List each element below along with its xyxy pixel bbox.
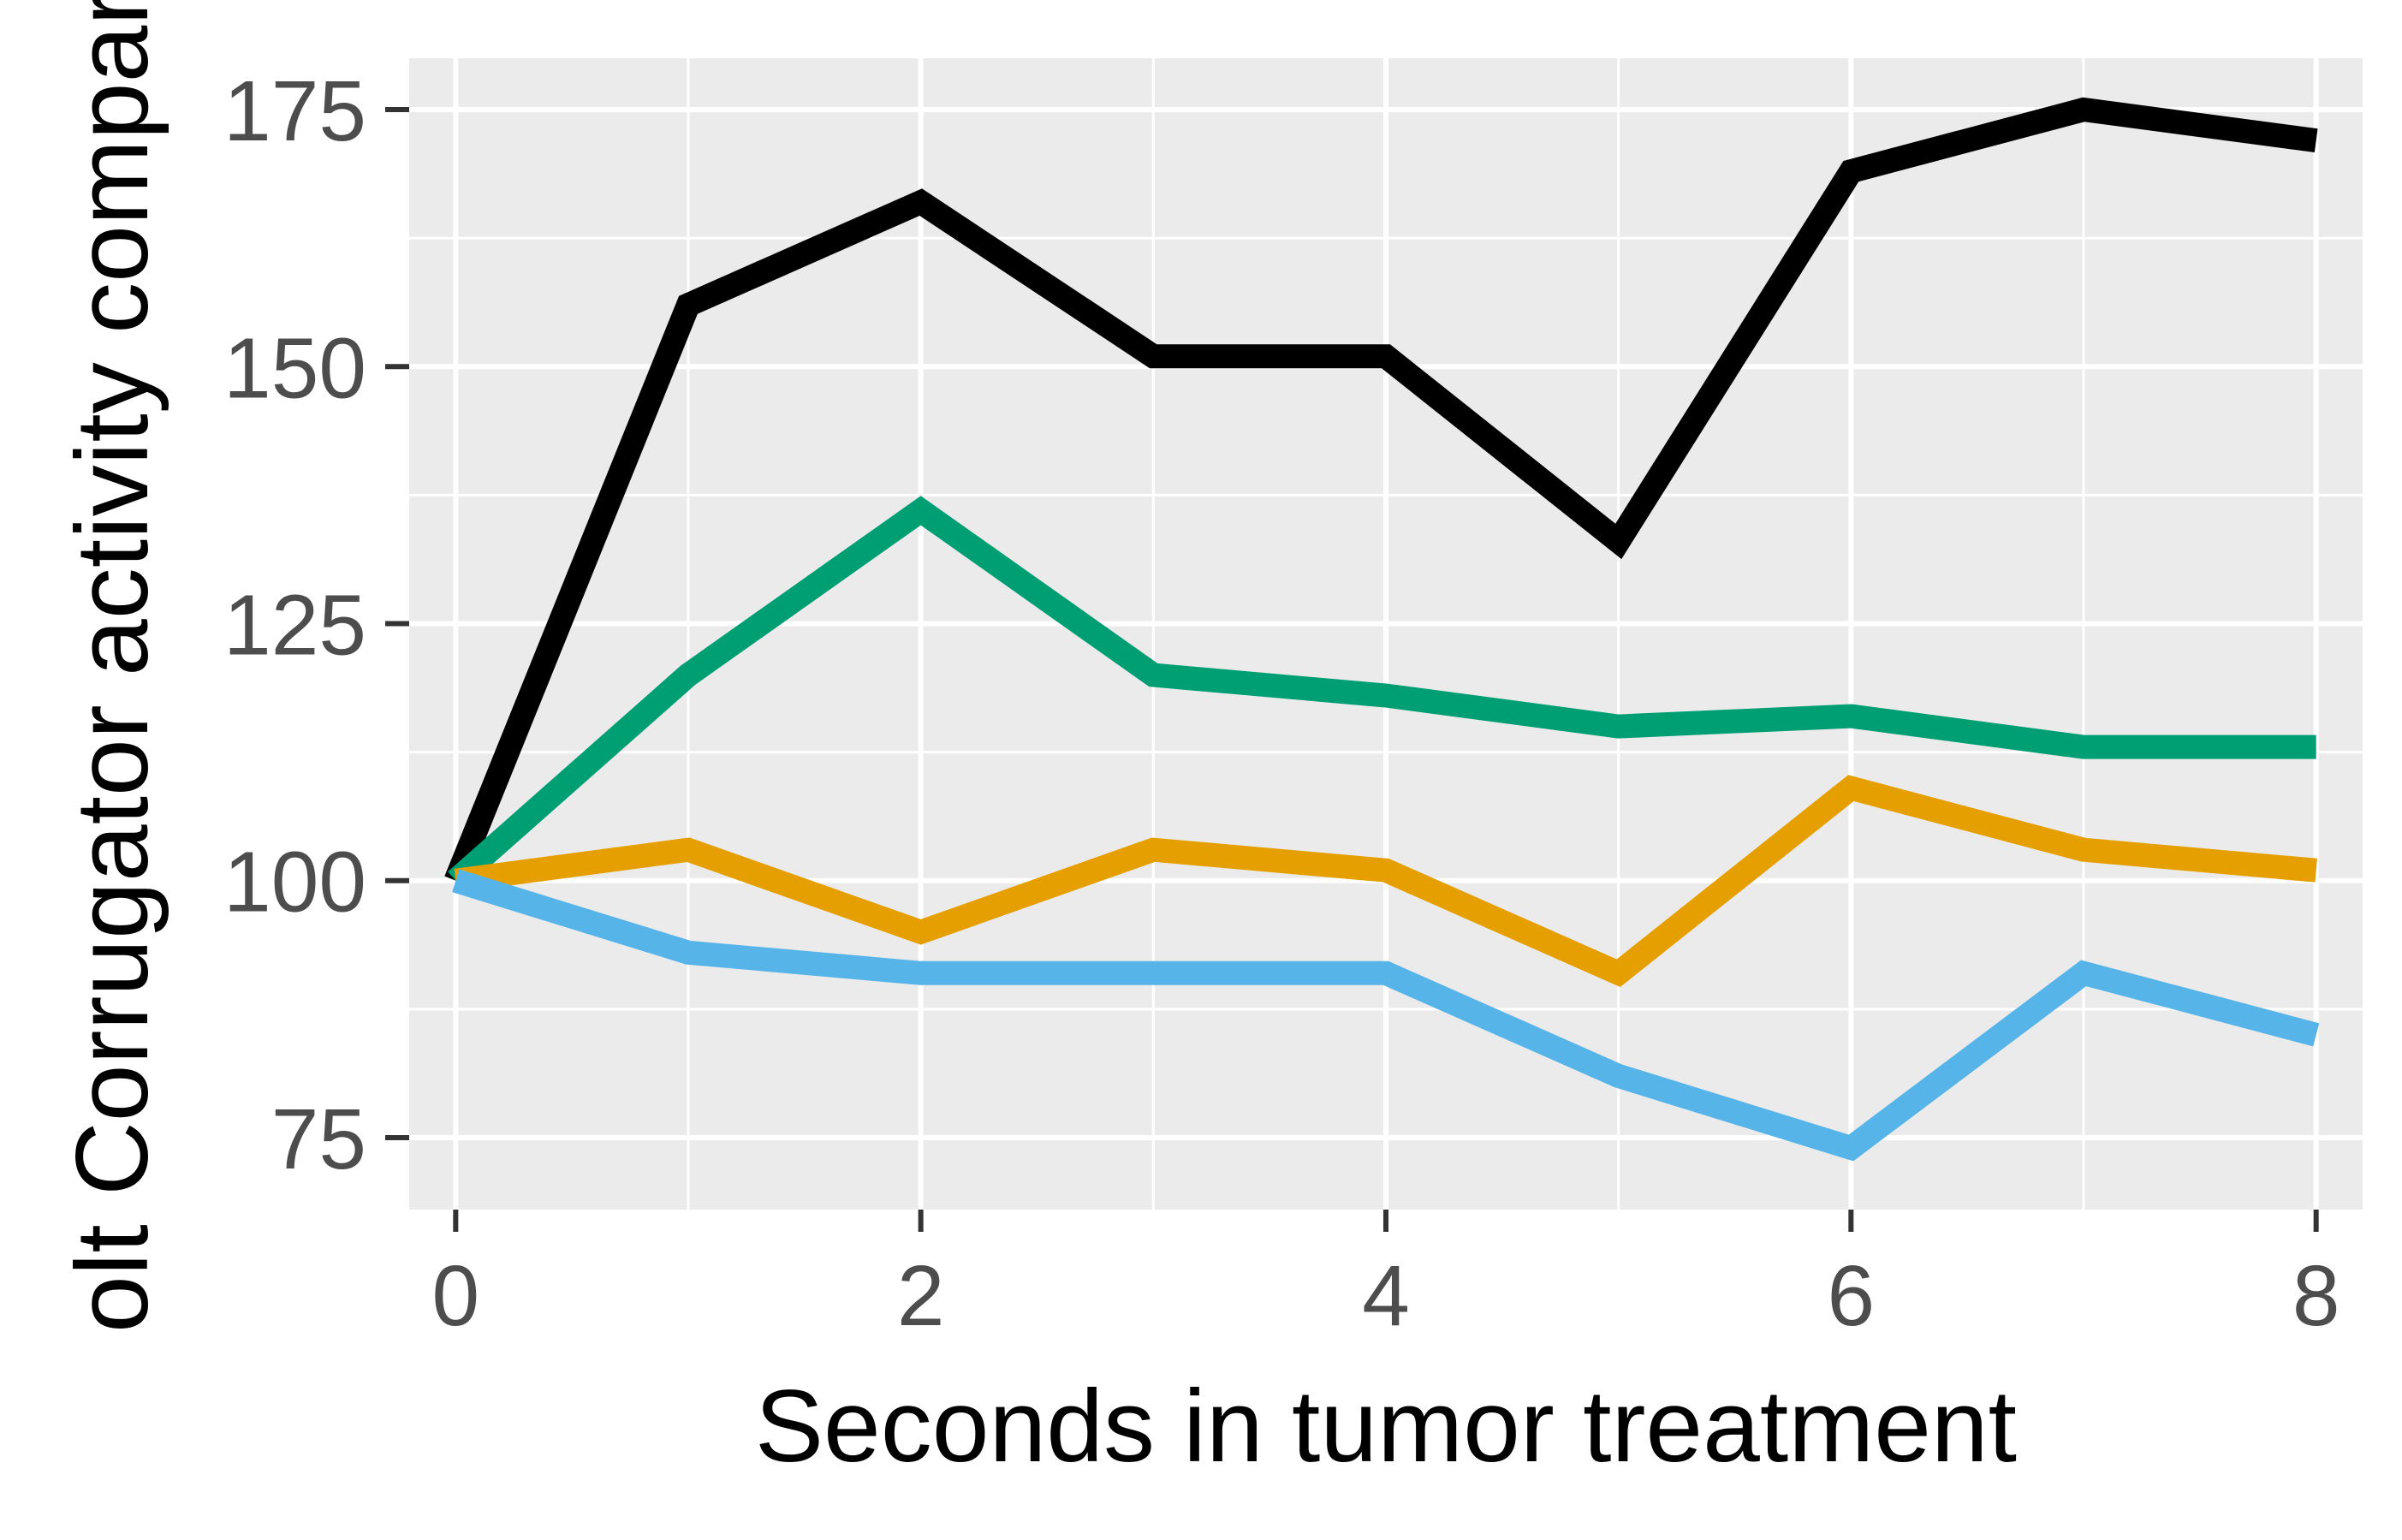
y-axis-title: olt Corrugator activity compare xyxy=(55,0,169,1333)
y-tick-labels: 75 100 125 150 175 xyxy=(223,63,366,1187)
y-tick-label: 100 xyxy=(223,835,366,931)
y-tick-label: 150 xyxy=(223,320,366,416)
x-axis-title: Seconds in tumor treatment xyxy=(755,1369,2017,1484)
series-line-3 xyxy=(454,775,2317,988)
series-line-2 xyxy=(448,496,2316,890)
series-line-1 xyxy=(444,97,2318,885)
y-tick-label: 175 xyxy=(223,63,366,159)
x-tick-labels: 0 2 4 6 8 xyxy=(432,1248,2340,1344)
axis-ticks xyxy=(385,107,2319,1232)
x-tick-label: 0 xyxy=(432,1248,480,1344)
x-tick-label: 2 xyxy=(897,1248,945,1344)
x-tick-label: 8 xyxy=(2292,1248,2340,1344)
x-tick-label: 4 xyxy=(1362,1248,1410,1344)
y-tick-label: 125 xyxy=(223,577,366,673)
x-tick-label: 6 xyxy=(1828,1248,1876,1344)
series-lines xyxy=(444,97,2320,1162)
series-line-4 xyxy=(452,869,2320,1162)
y-tick-label: 75 xyxy=(271,1091,366,1187)
